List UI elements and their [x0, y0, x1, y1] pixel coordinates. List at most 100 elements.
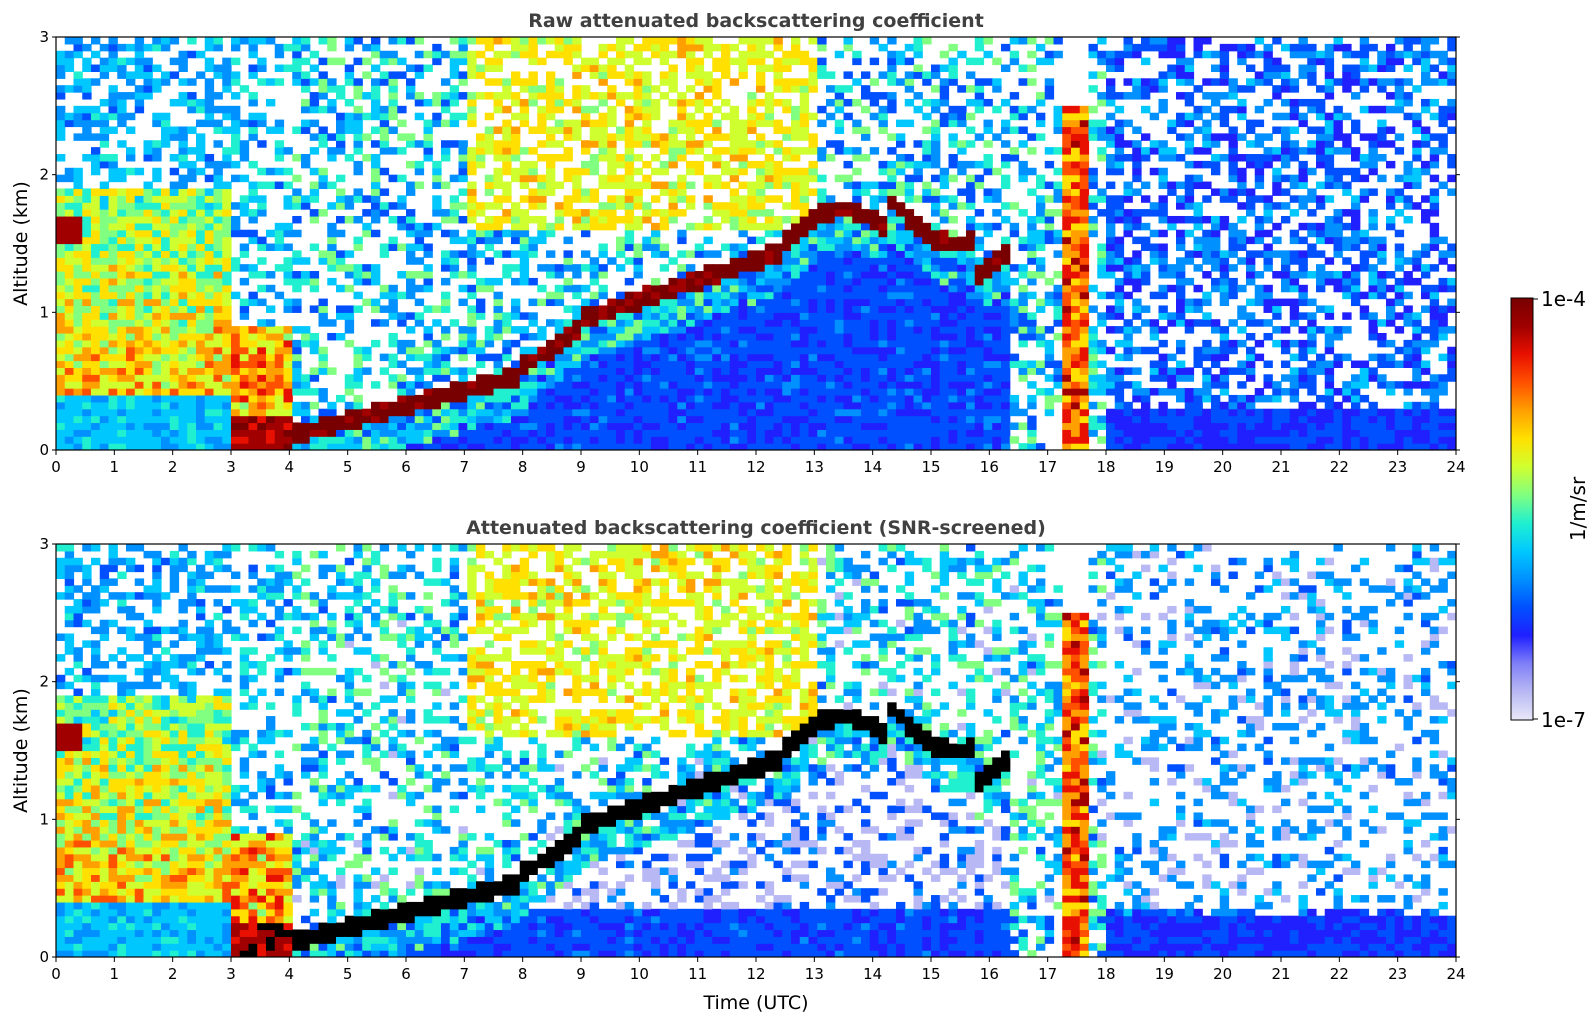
heatmap-cell — [852, 236, 862, 245]
heatmap-cell — [502, 346, 512, 355]
heatmap-cell — [196, 436, 206, 444]
heatmap-cell — [782, 264, 792, 272]
heatmap-cell — [581, 326, 591, 334]
heatmap-cell — [922, 277, 932, 286]
heatmap-cell — [143, 250, 153, 258]
heatmap-cell — [756, 264, 766, 272]
heatmap-cell — [616, 50, 626, 59]
heatmap-cell — [633, 339, 643, 348]
heatmap-cell — [511, 374, 521, 382]
heatmap-cell — [423, 98, 433, 107]
heatmap-cell — [266, 229, 276, 238]
heatmap-cell — [117, 264, 127, 272]
heatmap-cell — [992, 264, 1002, 272]
heatmap-cell — [764, 360, 775, 368]
heatmap-cell — [642, 43, 652, 52]
heatmap-cell — [117, 98, 127, 107]
heatmap-cell — [178, 250, 188, 258]
heatmap-cell — [309, 332, 320, 341]
heatmap-cell — [668, 37, 678, 45]
heatmap-cell — [922, 401, 932, 410]
heatmap-cell — [738, 415, 748, 424]
heatmap-cell — [957, 298, 967, 307]
heatmap-cell — [344, 112, 355, 121]
heatmap-cell — [537, 443, 547, 450]
heatmap-cell — [721, 50, 731, 59]
heatmap-cell — [126, 319, 136, 327]
heatmap-cell — [1062, 443, 1072, 450]
heatmap-cell — [169, 422, 180, 430]
heatmap-cell — [931, 229, 941, 238]
heatmap-cell — [292, 202, 302, 210]
heatmap-cell — [616, 98, 626, 107]
heatmap-cell — [589, 305, 600, 313]
heatmap-cell — [966, 367, 976, 375]
heatmap-cell — [283, 264, 293, 272]
heatmap-cell — [616, 401, 626, 410]
heatmap-cell — [432, 209, 442, 217]
heatmap-cell — [686, 367, 696, 375]
heatmap-cell — [476, 202, 486, 210]
heatmap-cell — [1071, 250, 1081, 258]
heatmap-cell — [572, 98, 582, 107]
heatmap-cell — [799, 167, 810, 176]
heatmap-cell — [309, 181, 320, 190]
heatmap-cell — [441, 264, 451, 272]
heatmap-cell — [502, 401, 512, 410]
heatmap-cell — [99, 374, 110, 382]
heatmap-cell — [1001, 119, 1011, 128]
heatmap-cell — [826, 98, 836, 107]
heatmap-cell — [712, 381, 722, 389]
heatmap-cell — [1071, 346, 1081, 355]
heatmap-cell — [581, 215, 591, 224]
heatmap-cell — [983, 429, 993, 437]
heatmap-cell — [327, 37, 337, 45]
heatmap-cell — [371, 92, 381, 100]
heatmap-cell — [204, 436, 215, 444]
heatmap-cell — [992, 271, 1002, 279]
heatmap-cell — [799, 98, 810, 107]
heatmap-cell — [764, 243, 775, 251]
heatmap-cell — [169, 374, 180, 382]
heatmap-cell — [161, 346, 171, 355]
heatmap-cell — [913, 174, 923, 183]
heatmap-cell — [808, 374, 818, 382]
heatmap-cell — [117, 188, 127, 196]
heatmap-cell — [476, 147, 486, 155]
heatmap-cell — [869, 339, 880, 348]
heatmap-cell — [222, 181, 232, 190]
heatmap-cell — [309, 436, 320, 444]
heatmap-cell — [581, 64, 591, 73]
heatmap-cell — [861, 71, 871, 79]
heatmap-cell — [222, 381, 232, 389]
heatmap-cell — [406, 339, 416, 348]
heatmap-cell — [738, 147, 748, 155]
heatmap-cell — [686, 50, 696, 59]
heatmap-cell — [791, 367, 801, 375]
heatmap-cell — [344, 388, 355, 396]
heatmap-cell — [248, 422, 258, 430]
heatmap-cell — [423, 353, 433, 362]
heatmap-cell — [64, 236, 75, 245]
heatmap-cell — [292, 277, 302, 286]
heatmap-cell — [213, 195, 223, 203]
heatmap-cell — [983, 188, 993, 196]
heatmap-cell — [992, 105, 1002, 114]
heatmap-cell — [694, 271, 705, 279]
heatmap-cell — [99, 353, 110, 362]
heatmap-cell — [817, 243, 827, 251]
heatmap-cell — [353, 374, 363, 382]
heatmap-cell — [187, 332, 197, 341]
heatmap-cell — [1018, 422, 1028, 430]
heatmap-cell — [642, 105, 652, 114]
heatmap-cell — [458, 436, 468, 444]
heatmap-cell — [82, 126, 92, 134]
heatmap-cell — [773, 264, 783, 272]
heatmap-cell — [546, 181, 556, 190]
heatmap-cell — [869, 202, 880, 210]
heatmap-cell — [274, 381, 285, 389]
heatmap-cell — [966, 277, 976, 286]
heatmap-cell — [966, 408, 976, 417]
heatmap-cell — [493, 415, 503, 424]
heatmap-cell — [108, 174, 118, 183]
